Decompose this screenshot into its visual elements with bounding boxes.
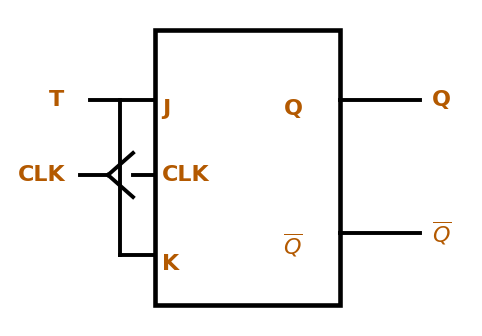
Text: J: J — [162, 99, 170, 119]
Text: T: T — [49, 90, 64, 110]
Text: $\overline{Q}$: $\overline{Q}$ — [283, 232, 303, 259]
Text: CLK: CLK — [162, 165, 210, 185]
Text: $\overline{Q}$: $\overline{Q}$ — [432, 219, 452, 247]
Bar — [155, 30, 340, 305]
Text: Q: Q — [284, 99, 303, 119]
Text: CLK: CLK — [18, 165, 66, 185]
Text: Q: Q — [432, 90, 451, 110]
Text: K: K — [162, 254, 179, 274]
